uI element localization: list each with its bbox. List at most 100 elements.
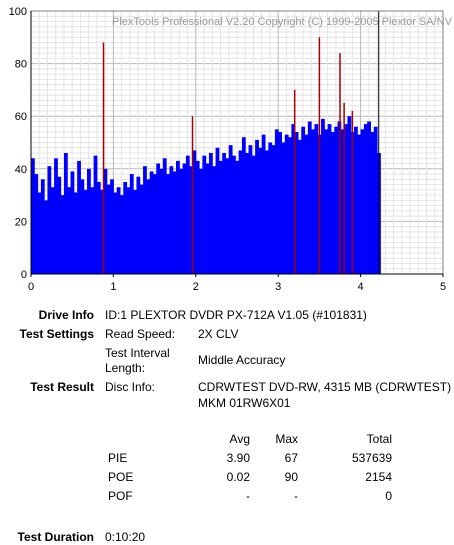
pie-bar	[50, 187, 55, 274]
pie-bar	[179, 168, 184, 274]
pie-bar	[119, 195, 124, 274]
pie-bar	[63, 153, 68, 274]
pie-bar	[330, 131, 335, 274]
pie-bar	[149, 171, 154, 274]
pie-bar	[126, 187, 131, 274]
interval-label-2: Length:	[105, 361, 146, 375]
stats-row-poe-name: POE	[108, 470, 134, 484]
pie-bar	[314, 124, 319, 274]
stats-row-pie-avg: 3.90	[226, 451, 250, 465]
pie-bar	[363, 124, 368, 274]
pie-bar	[225, 158, 230, 274]
test-duration-value: 0:10:20	[105, 530, 146, 544]
pie-bar	[274, 129, 279, 274]
pie-bar	[129, 174, 134, 274]
pie-bar	[354, 126, 358, 274]
pie-bar	[261, 134, 266, 274]
pie-bar	[189, 166, 194, 274]
pie-bar	[360, 129, 365, 274]
pie-bar	[291, 124, 296, 274]
pie-bar	[340, 129, 345, 274]
stats-row-pof-total: 0	[385, 489, 392, 503]
drive-info-label: Drive Info	[38, 308, 94, 322]
pie-bar	[265, 150, 269, 274]
interval-label-1: Test Interval	[105, 346, 170, 360]
pie-bar	[40, 179, 45, 274]
y-tick-label: 20	[15, 216, 27, 228]
pie-bar	[301, 126, 306, 274]
stats-row-pie-total: 537639	[351, 451, 392, 465]
pie-bar	[357, 134, 362, 274]
pie-bar	[70, 171, 75, 274]
pie-bar	[327, 124, 332, 274]
pie-bar	[284, 134, 289, 274]
interval-value: Middle Accuracy	[198, 353, 286, 367]
chart-axes	[30, 10, 444, 275]
pie-bar	[199, 168, 203, 274]
pie-bar	[123, 181, 128, 274]
stats-header-avg: Avg	[229, 432, 250, 446]
test-result-label: Test Result	[30, 380, 94, 394]
pie-bar	[136, 176, 141, 274]
pie-bar	[47, 166, 52, 274]
pie-bar	[93, 155, 98, 274]
x-tick-label: 4	[358, 281, 364, 293]
pie-bar	[370, 131, 375, 274]
pie-bar	[34, 174, 39, 274]
read-speed-value: 2X CLV	[198, 327, 239, 341]
pie-bars-group	[31, 116, 381, 275]
pie-bar	[166, 174, 170, 274]
pie-bar	[255, 139, 259, 274]
pie-bar	[116, 187, 121, 274]
pie-bar	[268, 142, 273, 274]
pie-bar	[176, 160, 180, 274]
pie-bar	[228, 145, 233, 274]
pie-bar	[321, 118, 325, 274]
pie-bar	[344, 124, 348, 274]
pie-bar	[113, 192, 118, 274]
pie-bar	[31, 158, 35, 274]
x-tick-label: 2	[193, 281, 199, 293]
pie-bar	[251, 155, 256, 274]
pie-bar	[83, 189, 88, 274]
pie-bar	[96, 181, 101, 274]
stats-row-pie-name: PIE	[108, 451, 128, 465]
pie-bar	[202, 155, 207, 274]
pie-bar	[139, 184, 144, 274]
pie-bar	[90, 187, 95, 274]
pie-bar	[367, 121, 371, 275]
chart-watermark: PlexTools Professional V2.20 Copyright (…	[112, 16, 453, 28]
pie-bar	[288, 137, 292, 274]
pie-bar	[80, 179, 85, 274]
pie-bar	[235, 160, 240, 274]
pie-bar	[169, 166, 174, 274]
pie-bar	[87, 168, 91, 274]
test-settings-label: Test Settings	[19, 327, 94, 341]
y-tick-label: 60	[15, 111, 27, 123]
disc-info-line1: CDRWTEST DVD-RW, 4315 MB (CDRWTEST)	[198, 380, 452, 394]
pie-bar	[133, 189, 137, 274]
pie-bar	[60, 195, 65, 274]
stats-row-pof-name: POF	[108, 489, 133, 503]
pie-bar	[241, 137, 246, 274]
read-speed-label: Read Speed:	[105, 327, 176, 341]
x-tick-label: 0	[28, 281, 34, 293]
pie-poe-chart: PlexTools Professional V2.20 Copyright (…	[9, 6, 453, 293]
stats-row-pie-max: 67	[284, 451, 298, 465]
pie-bar	[44, 200, 48, 274]
pie-bar	[73, 192, 78, 274]
disc-info-label: Disc Info:	[105, 380, 156, 394]
pie-bar	[103, 168, 108, 274]
stats-header-total: Total	[366, 432, 392, 446]
pie-bar	[307, 121, 312, 275]
pie-bar	[281, 142, 286, 274]
pie-bar	[100, 189, 105, 274]
pie-bar	[238, 150, 243, 274]
x-tick-label: 3	[275, 281, 281, 293]
pie-bar	[195, 160, 200, 274]
pie-bar	[143, 166, 147, 274]
pie-bar	[205, 163, 210, 274]
pie-bar	[278, 131, 282, 274]
x-tick-label: 1	[110, 281, 116, 293]
y-tick-label: 40	[15, 164, 27, 176]
